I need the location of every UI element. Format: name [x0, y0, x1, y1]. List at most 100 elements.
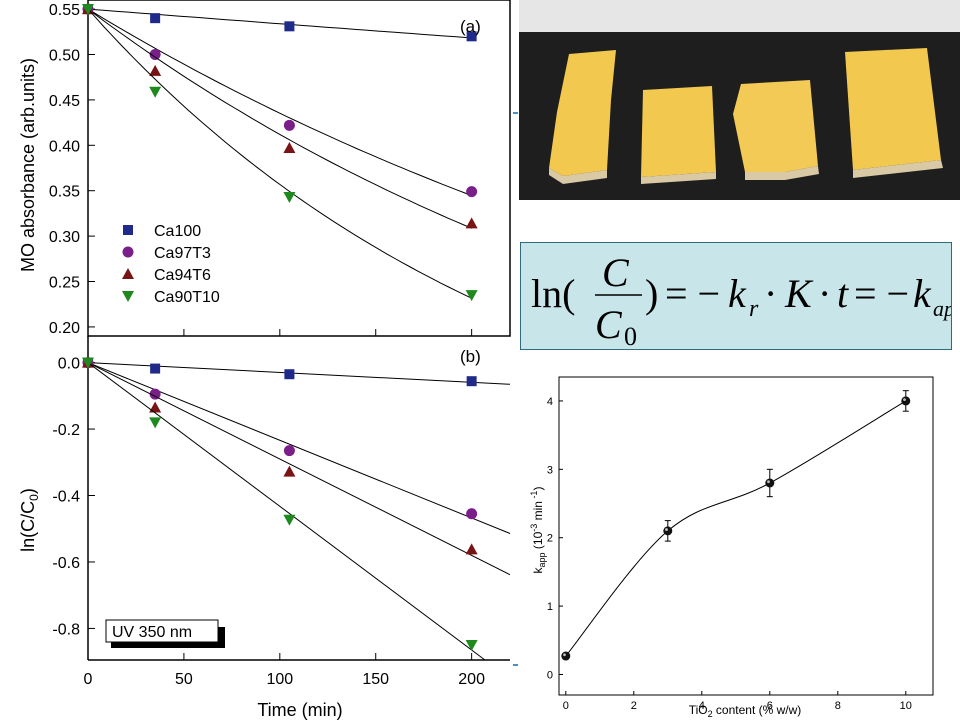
uv-box-label: UV 350 nm — [112, 624, 192, 641]
panel-b-ytick-label: -0.6 — [52, 555, 80, 572]
k-ytick-label: 3 — [547, 464, 553, 476]
panel-a-ylabel: MO absorbance (arb.units) — [18, 58, 38, 272]
eq-dot1: · — [764, 271, 777, 316]
uv-box-frame — [105, 619, 219, 643]
axes-layer: 0.20 0.25 0.30 0.35 0.40 0.45 0.50 0.55 0.0 -0.2 -… — [49, 0, 934, 712]
sample-block-2-edge — [641, 172, 716, 184]
panel-b-point-Ca90T10 — [149, 417, 162, 429]
legend-marker-Ca100 — [123, 225, 133, 235]
panel-a-point-Ca90T10 — [283, 192, 296, 204]
panel-a-ytick-label: 0.55 — [49, 2, 80, 19]
panel-b-fit-Ca90T10 — [87, 362, 486, 661]
x-tick-label: 50 — [175, 671, 193, 688]
k-xtick-label: 4 — [699, 700, 705, 712]
k-fit-curve — [565, 400, 907, 657]
eq-ln: ln( — [531, 271, 575, 316]
panel-b-point-Ca90T10 — [465, 640, 478, 652]
panel-b-point-Ca97T3 — [149, 388, 161, 400]
k-x-axis-label: TiO2 content (% w/w) — [689, 703, 802, 719]
panel-b-point-Ca90T10 — [283, 514, 296, 526]
panel-a-ytick-label: 0.20 — [49, 320, 80, 337]
panel-a-ytick-label: 0.50 — [49, 47, 80, 64]
legend-label-Ca90T10: Ca90T10 — [154, 289, 220, 306]
panel-a-ytick-label: 0.35 — [49, 184, 80, 201]
panel-a-fit-Ca97T3 — [87, 8, 472, 197]
panel-b-point-Ca94T6 — [149, 401, 162, 413]
k-xtick-label: 6 — [767, 700, 773, 712]
k-point-highlight — [767, 480, 770, 484]
sample-block-3-edge — [745, 166, 819, 180]
panel-a-ytick-label: 0.45 — [49, 93, 80, 110]
legend-marker-Ca90T10 — [122, 291, 134, 302]
eq-kapp: k — [913, 271, 932, 316]
k-point — [901, 396, 911, 406]
k-point — [663, 526, 673, 536]
sample-block-1 — [549, 50, 616, 176]
sample-block-1-edge — [549, 168, 607, 184]
legend-marker-Ca94T6 — [122, 268, 134, 279]
k-point — [765, 478, 775, 488]
k-xtick-label: 8 — [835, 700, 841, 712]
k-ytick-label: 0 — [547, 669, 553, 681]
panel-a-point-Ca94T6 — [283, 142, 296, 154]
k-y-axis-label: kapp (10-3 min -1) — [529, 487, 547, 574]
eq-k-sub: r — [749, 296, 759, 322]
eq-k: k — [728, 271, 747, 316]
panel-a-point-Ca100 — [466, 31, 477, 42]
panel-a-point-Ca100 — [284, 21, 295, 32]
eq-eq2: = − — [854, 271, 909, 316]
marks-layer: Ca100 Ca97T3 Ca94T6 Ca90T10 — [82, 3, 911, 661]
panel-b-ytick-label: 0.0 — [58, 356, 80, 373]
panel-b-point-Ca90T10 — [82, 357, 94, 369]
panel-b-ylabel: ln(C/C0) — [18, 488, 41, 552]
photo-top-band — [519, 0, 960, 32]
panel-b-fit-Ca94T6 — [87, 362, 511, 576]
k-frame — [558, 376, 934, 696]
k-ytick-label: 2 — [547, 533, 553, 545]
x-tick-label: 200 — [458, 671, 485, 688]
eq-c0: C — [595, 302, 623, 347]
k-xtick-label: 2 — [631, 700, 637, 712]
x-tick-label: 100 — [266, 671, 293, 688]
panel-a-point-Ca90T10 — [465, 290, 478, 302]
panel-b-point-Ca100 — [150, 363, 161, 374]
panel-b-point-Ca97T3 — [466, 508, 478, 520]
labels-layer: (a) (b) MO absorbance (arb.units) ln(C/C… — [18, 17, 801, 720]
panel-b-point-Ca100 — [284, 369, 295, 380]
panel-a-fit-Ca90T10 — [87, 8, 472, 299]
sample-block-4 — [845, 48, 941, 170]
panel-b-ytick-label: -0.2 — [52, 422, 80, 439]
legend-label-Ca97T3: Ca97T3 — [154, 245, 211, 262]
equation-box: ln( C C 0 ) = − k r · K · t = − k app — [520, 242, 960, 351]
stray-mark — [513, 112, 518, 114]
eq-K: K — [784, 271, 814, 316]
uv-box: UV 350 nm — [105, 619, 225, 648]
eq-t: t — [837, 271, 849, 316]
panel-b-point-Ca97T3 — [283, 445, 295, 457]
panel-b-tag: (b) — [460, 347, 481, 366]
panel-b-point-Ca100 — [466, 376, 477, 387]
panel-b-point-Ca94T6 — [465, 543, 478, 555]
k-point — [561, 651, 571, 661]
samples-photo-drawing — [549, 48, 943, 184]
legend-label-Ca100: Ca100 — [154, 223, 201, 240]
panel-a-point-Ca100 — [150, 13, 161, 24]
x-tick-label: 0 — [84, 671, 93, 688]
k-point-highlight — [665, 528, 668, 531]
panel-a-fit-Ca94T6 — [87, 8, 472, 229]
panel-a-point-Ca97T3 — [466, 186, 478, 198]
eq-c-num: C — [602, 250, 630, 295]
eq-close: ) — [645, 271, 658, 316]
k-point-highlight — [563, 653, 566, 657]
legend-marker-Ca97T3 — [122, 246, 134, 258]
eq-c0-sub: 0 — [624, 322, 637, 349]
k-xtick-label: 10 — [900, 700, 912, 712]
k-xtick-label: 0 — [563, 700, 569, 712]
eq-eq1: = − — [665, 271, 720, 316]
panel-b-ytick-label: -0.8 — [52, 621, 80, 638]
panel-a-fit-Ca100 — [87, 8, 472, 39]
panel-a-point-Ca90T10 — [149, 86, 162, 98]
panel-a-frame — [87, 0, 511, 337]
panel-b-ylabel-sub: 0 — [27, 494, 41, 501]
